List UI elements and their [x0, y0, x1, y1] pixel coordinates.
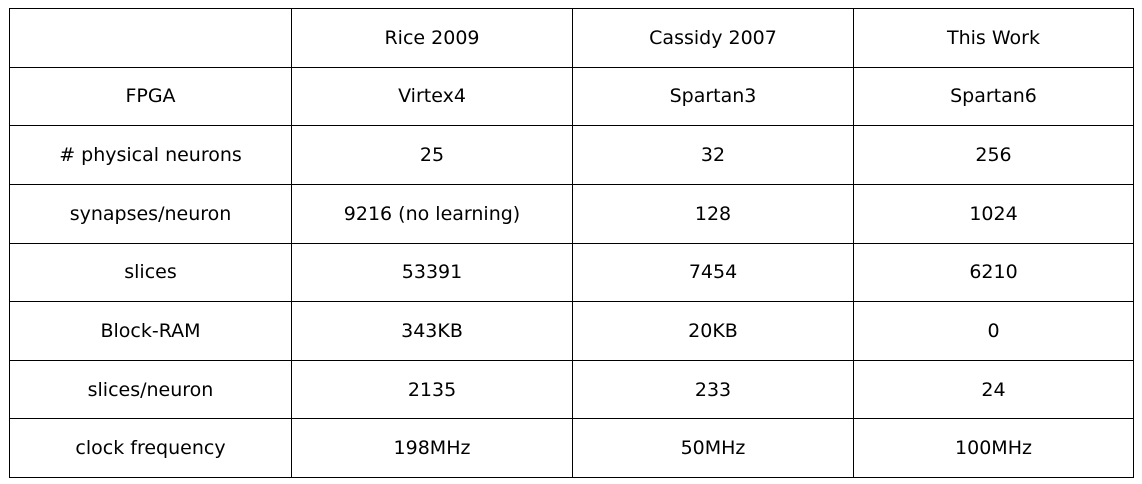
table-row: FPGA Virtex4 Spartan3 Spartan6: [9, 66, 1134, 127]
table-cell: 7454: [572, 242, 854, 303]
table-cell: Virtex4: [291, 66, 573, 127]
table-cell: 25: [291, 125, 573, 185]
row-label-synapses-per-neuron: synapses/neuron: [9, 183, 292, 244]
table-row: clock frequency 198MHz 50MHz 100MHz: [9, 418, 1134, 478]
table-cell: Spartan6: [853, 66, 1134, 127]
row-label-slices-per-neuron: slices/neuron: [9, 359, 292, 420]
table-cell: 6210: [853, 242, 1134, 303]
table-cell: 9216 (no learning): [291, 183, 573, 244]
table-cell: 50MHz: [572, 418, 854, 478]
table-cell: 233: [572, 359, 854, 420]
table-header-row: Rice 2009 Cassidy 2007 This Work: [9, 8, 1134, 68]
header-cell-rice-2009: Rice 2009: [291, 8, 573, 68]
row-label-slices: slices: [9, 242, 292, 303]
row-label-fpga: FPGA: [9, 66, 292, 127]
header-cell-empty: [9, 8, 292, 68]
table-cell: 256: [853, 125, 1134, 185]
row-label-clock-frequency: clock frequency: [9, 418, 292, 478]
table-cell: 343KB: [291, 301, 573, 361]
table-row: Block-RAM 343KB 20KB 0: [9, 301, 1134, 361]
table-cell: 2135: [291, 359, 573, 420]
header-cell-this-work: This Work: [853, 8, 1134, 68]
table-cell: 0: [853, 301, 1134, 361]
table-cell: 24: [853, 359, 1134, 420]
table-row: slices/neuron 2135 233 24: [9, 359, 1134, 420]
table-cell: 32: [572, 125, 854, 185]
table-row: # physical neurons 25 32 256: [9, 125, 1134, 185]
row-label-block-ram: Block-RAM: [9, 301, 292, 361]
table-cell: 100MHz: [853, 418, 1134, 478]
header-cell-cassidy-2007: Cassidy 2007: [572, 8, 854, 68]
table-cell: 128: [572, 183, 854, 244]
table-cell: 198MHz: [291, 418, 573, 478]
table-cell: 20KB: [572, 301, 854, 361]
table-cell: 53391: [291, 242, 573, 303]
comparison-table: Rice 2009 Cassidy 2007 This Work FPGA Vi…: [9, 8, 1134, 478]
table-cell: Spartan3: [572, 66, 854, 127]
table-row: slices 53391 7454 6210: [9, 242, 1134, 303]
table-row: synapses/neuron 9216 (no learning) 128 1…: [9, 183, 1134, 244]
row-label-physical-neurons: # physical neurons: [9, 125, 292, 185]
table-cell: 1024: [853, 183, 1134, 244]
